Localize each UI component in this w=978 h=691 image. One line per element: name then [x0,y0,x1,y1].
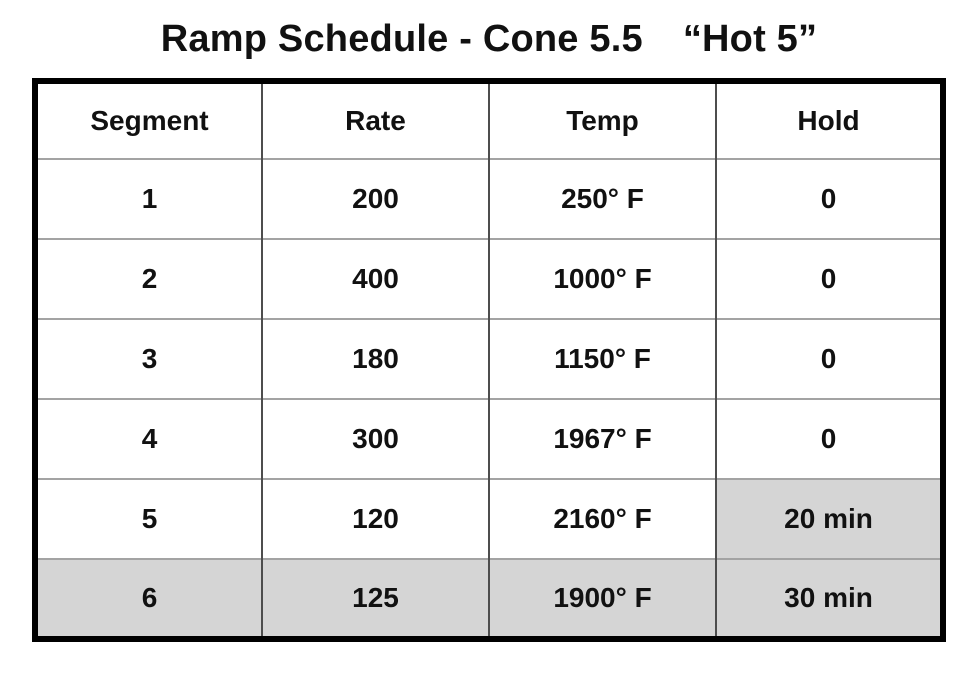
cell-segment: 1 [35,158,262,239]
cell-temp: 1000° F [488,238,716,319]
table-row: 3 180 1150° F 0 [35,318,943,399]
cell-segment: 6 [35,558,262,639]
cell-hold-highlighted: 30 min [715,558,943,639]
cell-rate: 200 [261,158,489,239]
table-row: 1 200 250° F 0 [35,158,943,239]
cell-hold: 0 [715,398,943,479]
title-nickname: “Hot 5” [682,18,818,60]
cell-segment: 4 [35,398,262,479]
cell-rate: 125 [261,558,489,639]
cell-temp: 1900° F [488,558,716,639]
cell-temp: 1967° F [488,398,716,479]
column-header-temp: Temp [488,81,716,159]
table-header: Segment Rate Temp Hold [35,81,943,159]
cell-segment: 2 [35,238,262,319]
cell-hold: 0 [715,238,943,319]
column-header-segment: Segment [90,105,209,136]
cell-temp: 1150° F [488,318,716,399]
cell-hold: 0 [715,158,943,239]
table-row: 2 400 1000° F 0 [35,238,943,319]
page-title: Ramp Schedule - Cone 5.5 “Hot 5” [0,16,978,62]
table-body: 1 200 250° F 0 2 400 1000° F 0 3 180 115… [35,158,943,639]
table-row: 4 300 1967° F 0 [35,398,943,479]
cell-rate: 400 [261,238,489,319]
column-header-rate: Rate [261,81,489,159]
column-header-hold: Hold [715,81,943,159]
cell-rate: 300 [261,398,489,479]
table-row: 5 120 2160° F 20 min [35,478,943,559]
ramp-schedule-table: Segment Rate Temp Hold 1 200 250° F 0 2 … [32,78,946,642]
cell-hold: 0 [715,318,943,399]
cell-segment: 3 [35,318,262,399]
cell-segment: 5 [35,478,262,559]
cell-temp: 2160° F [488,478,716,559]
cell-rate: 180 [261,318,489,399]
cell-temp: 250° F [488,158,716,239]
cell-hold-highlighted: 20 min [715,478,943,559]
table-row-highlighted: 6 125 1900° F 30 min [35,558,943,639]
cell-rate: 120 [261,478,489,559]
header-row: Segment Rate Temp Hold [35,81,943,159]
title-main: Ramp Schedule - Cone 5.5 [160,18,643,60]
